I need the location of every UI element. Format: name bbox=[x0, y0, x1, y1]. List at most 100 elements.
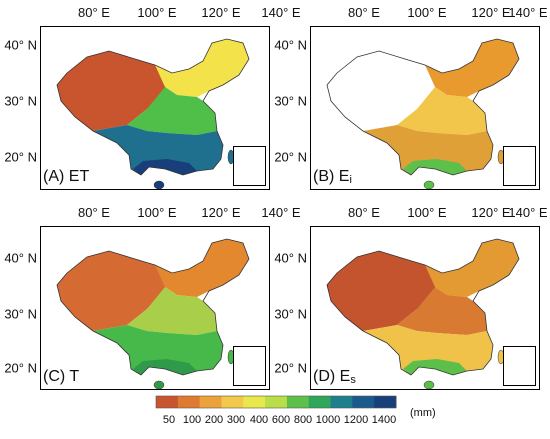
panel-label-b: (B) Ei bbox=[313, 168, 352, 186]
legend-tick: 50 bbox=[162, 414, 176, 426]
map-region-south bbox=[363, 325, 493, 375]
lat-label-30: 30° N bbox=[4, 306, 37, 322]
hainan-island bbox=[423, 180, 435, 189]
lon-label-140: 140° E bbox=[508, 205, 548, 220]
lon-label-80: 80° E bbox=[348, 205, 380, 220]
lon-label-120: 120° E bbox=[471, 205, 511, 220]
legend-tick: 400 bbox=[249, 414, 269, 426]
legend-tick: 1000 bbox=[315, 414, 341, 426]
map-frame bbox=[40, 26, 270, 190]
map-region-south bbox=[363, 125, 493, 175]
legend-swatch bbox=[243, 396, 266, 408]
lon-label-140: 140° E bbox=[261, 205, 301, 220]
map-region-south-tip bbox=[403, 359, 467, 375]
lat-label-40: 40° N bbox=[274, 250, 307, 266]
hainan-island bbox=[153, 380, 165, 389]
lat-label-40: 40° N bbox=[4, 37, 37, 53]
lat-label-30: 30° N bbox=[4, 93, 37, 109]
map-frame bbox=[310, 26, 540, 190]
lon-label-80: 80° E bbox=[78, 5, 110, 20]
map-region-north-east bbox=[425, 39, 519, 97]
panel-label-a: (A) ET bbox=[43, 168, 90, 185]
map-region-south-tip bbox=[133, 359, 197, 375]
map-region-center bbox=[397, 87, 487, 135]
hainan-island bbox=[153, 180, 165, 189]
lat-label-20: 20° N bbox=[4, 149, 37, 165]
legend-unit: (mm) bbox=[410, 407, 436, 419]
lat-label-30: 30° N bbox=[274, 93, 307, 109]
country-outline bbox=[56, 38, 250, 176]
map-region-south-tip bbox=[133, 159, 197, 175]
map-region-center bbox=[127, 287, 217, 335]
lon-label-140: 140° E bbox=[508, 5, 548, 20]
legend-tick: 300 bbox=[226, 414, 246, 426]
legend-border bbox=[155, 395, 397, 409]
lon-label-100: 100° E bbox=[137, 205, 177, 220]
lat-label-20: 20° N bbox=[4, 360, 37, 376]
legend-swatch bbox=[177, 396, 201, 408]
legend-swatch bbox=[374, 396, 397, 408]
map-frame bbox=[310, 226, 540, 390]
legend-swatch bbox=[330, 396, 353, 408]
legend-swatch bbox=[199, 396, 222, 408]
legend-tick: 100 bbox=[182, 414, 202, 426]
country-outline bbox=[326, 238, 520, 376]
country-outline bbox=[326, 38, 520, 176]
lat-label-20: 20° N bbox=[274, 360, 307, 376]
lon-label-80: 80° E bbox=[348, 5, 380, 20]
map-region-north-east bbox=[155, 39, 249, 97]
map-frame bbox=[40, 226, 270, 390]
legend-tick: 1400 bbox=[371, 414, 397, 426]
legend-swatch bbox=[352, 396, 375, 408]
color-legend: 50 100 200 300 400 600 800 1000 1200 140… bbox=[152, 392, 436, 432]
lat-label-40: 40° N bbox=[274, 37, 307, 53]
map-region-north-west bbox=[327, 251, 437, 331]
south-china-sea-inset bbox=[503, 146, 536, 186]
lon-label-120: 120° E bbox=[201, 5, 241, 20]
lon-label-100: 100° E bbox=[407, 205, 447, 220]
map-t bbox=[56, 238, 250, 389]
lat-label-40: 40° N bbox=[4, 250, 37, 266]
legend-swatch bbox=[286, 396, 310, 408]
map-region-north-east bbox=[155, 239, 249, 297]
country-outline bbox=[56, 238, 250, 376]
panel-et: 80° E 100° E 120° E 140° E 40° N 30° N 2… bbox=[4, 5, 301, 190]
map-region-center bbox=[127, 87, 217, 135]
lon-label-100: 100° E bbox=[137, 5, 177, 20]
panel-label-c: (C) T bbox=[43, 368, 80, 385]
lat-label-30: 30° N bbox=[274, 306, 307, 322]
map-region-north-east bbox=[425, 239, 519, 297]
hainan-island bbox=[423, 380, 435, 389]
map-region-south-tip bbox=[403, 159, 467, 175]
legend-swatch bbox=[308, 396, 332, 408]
map-region-south bbox=[93, 125, 223, 175]
panel-label-d: (D) Es bbox=[313, 368, 356, 386]
map-region-south bbox=[93, 325, 223, 375]
lon-label-120: 120° E bbox=[471, 5, 511, 20]
lon-label-80: 80° E bbox=[78, 205, 110, 220]
panel-t: 80° E 100° E 120° E 140° E 40° N 30° N 2… bbox=[4, 205, 301, 390]
south-china-sea-inset bbox=[503, 346, 536, 386]
legend-swatch bbox=[265, 396, 288, 408]
map-ei bbox=[326, 38, 520, 189]
panel-es: 80° E 100° E 120° E 140° E 40° N 30° N 2… bbox=[274, 205, 548, 390]
lat-label-20: 20° N bbox=[274, 149, 307, 165]
map-region-north-west bbox=[327, 51, 437, 131]
map-region-north-west bbox=[57, 251, 167, 331]
lon-label-100: 100° E bbox=[407, 5, 447, 20]
map-et bbox=[56, 38, 250, 189]
map-region-center bbox=[397, 287, 487, 335]
map-es bbox=[326, 238, 520, 389]
legend-swatch bbox=[221, 396, 244, 408]
map-region-north-west bbox=[57, 51, 167, 131]
legend-swatch bbox=[156, 396, 179, 408]
lon-label-140: 140° E bbox=[261, 5, 301, 20]
legend-tick: 200 bbox=[204, 414, 224, 426]
south-china-sea-inset bbox=[233, 146, 266, 186]
legend-tick: 1200 bbox=[343, 414, 369, 426]
south-china-sea-inset bbox=[233, 346, 266, 386]
legend-colorbar bbox=[155, 395, 397, 409]
panel-ei: 80° E 100° E 120° E 140° E 40° N 30° N 2… bbox=[274, 5, 548, 190]
lon-label-120: 120° E bbox=[201, 205, 241, 220]
legend-tick: 800 bbox=[293, 414, 313, 426]
